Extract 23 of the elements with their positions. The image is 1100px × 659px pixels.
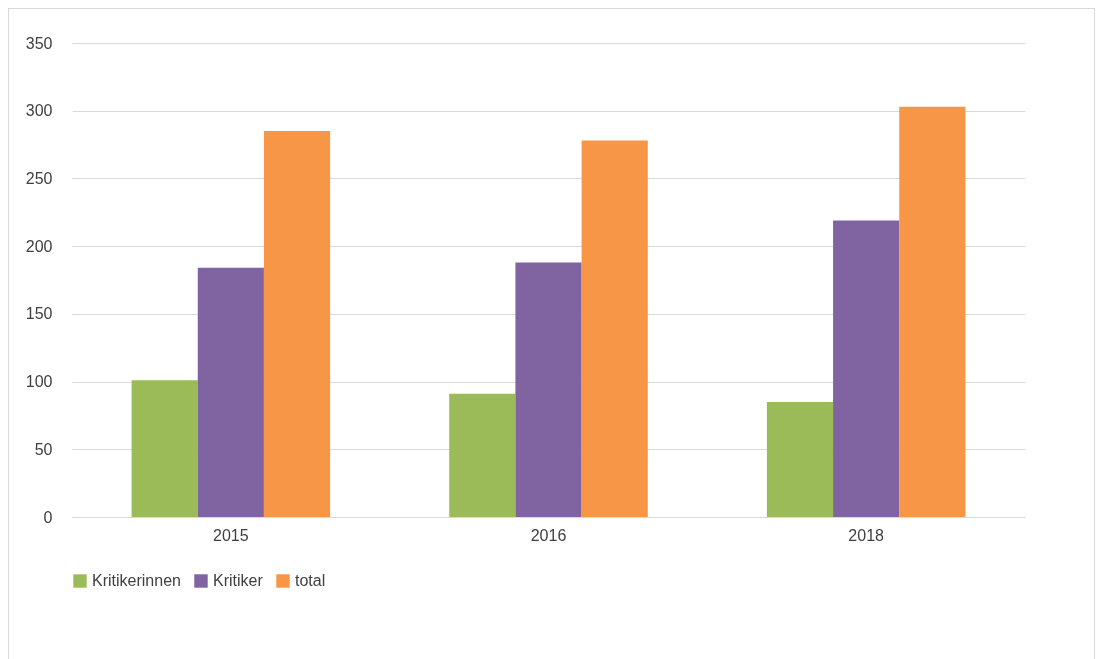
legend-label: total — [295, 572, 326, 589]
bar — [263, 131, 331, 517]
bar — [515, 262, 582, 517]
bar — [766, 401, 834, 517]
y-tick-label: 350 — [25, 34, 53, 52]
y-tick-label: 100 — [25, 373, 53, 391]
y-tick-label: 0 — [43, 508, 53, 526]
x-tick-label: 2018 — [848, 526, 885, 544]
bar — [197, 267, 264, 517]
y-tick-label: 200 — [25, 237, 53, 255]
bar — [581, 140, 648, 517]
legend-label: Kritiker — [213, 572, 264, 589]
bar — [833, 220, 900, 517]
bar — [131, 380, 198, 517]
x-tick-label: 2016 — [530, 526, 567, 544]
y-tick-label: 250 — [25, 169, 53, 187]
bar — [449, 393, 516, 517]
x-tick-label: 2015 — [213, 526, 249, 544]
y-tick-label: 300 — [25, 102, 53, 120]
y-tick-label: 150 — [25, 305, 53, 323]
legend-label: Kritikerinnen — [92, 572, 181, 589]
bar — [899, 106, 966, 517]
y-tick-label: 50 — [34, 440, 53, 458]
